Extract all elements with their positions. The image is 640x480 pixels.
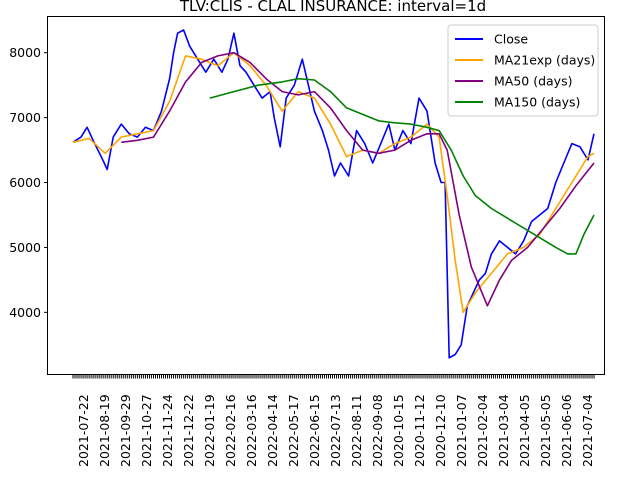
series-line-0: [72, 29, 595, 359]
series-line-3: [209, 77, 595, 255]
x-tick-label-12: 2022-07-13: [328, 394, 343, 467]
x-tick-label-14: 2022-09-08: [370, 394, 385, 467]
legend-label-2: MA50 (days): [494, 74, 572, 89]
x-tick-label-20: 2021-03-04: [496, 394, 511, 467]
x-tick-label-17: 2020-12-10: [433, 394, 448, 467]
y-tick-label-4: 8000: [9, 45, 41, 60]
chart-title: TLV:CLIS - CLAL INSURANCE: interval=1d: [179, 0, 486, 15]
x-tick-label-18: 2021-01-07: [454, 394, 469, 467]
x-tick-label-5: 2021-12-22: [181, 394, 196, 467]
x-tick-label-1: 2021-08-19: [97, 394, 112, 467]
legend: Close MA21exp (days) MA50 (days) MA150 (day…: [447, 24, 599, 117]
x-tick-label-11: 2022-06-15: [307, 394, 322, 467]
x-tick-label-22: 2021-05-05: [538, 394, 553, 467]
x-tick-label-24: 2021-07-04: [580, 394, 595, 467]
x-tick-label-3: 2021-10-27: [139, 394, 154, 467]
x-axis: 2021-07-22 2021-08-19 2021-09-29 2021-10-27…: [72, 374, 595, 467]
legend-label-0: Close: [494, 32, 528, 47]
x-tick-label-9: 2022-04-14: [265, 394, 280, 467]
series-layer: [72, 29, 595, 359]
y-axis: 4000 5000 6000 7000 8000: [9, 45, 48, 320]
series-line-2: [121, 51, 595, 307]
x-tick-label-13: 2022-08-11: [349, 394, 364, 467]
x-tick-label-10: 2022-05-17: [286, 394, 301, 467]
y-tick-label-2: 6000: [9, 175, 41, 190]
x-tick-label-21: 2021-04-05: [517, 394, 532, 467]
x-tick-label-15: 2020-10-15: [391, 394, 406, 467]
x-tick-label-4: 2021-11-24: [160, 394, 175, 467]
x-tick-marks: [72, 374, 595, 379]
x-tick-label-7: 2022-02-16: [223, 394, 238, 467]
y-tick-label-1: 5000: [9, 240, 41, 255]
legend-label-3: MA150 (days): [494, 95, 580, 110]
series-line-1: [72, 51, 595, 314]
x-tick-label-23: 2021-06-06: [559, 394, 574, 467]
x-tick-label-6: 2022-01-19: [202, 394, 217, 467]
x-tick-label-19: 2021-02-04: [475, 394, 490, 467]
x-tick-label-2: 2021-09-29: [118, 394, 133, 467]
x-tick-label-16: 2020-11-12: [412, 394, 427, 467]
legend-label-1: MA21exp (days): [494, 53, 595, 68]
legend-box: [447, 24, 599, 117]
x-tick-label-0: 2021-07-22: [76, 394, 91, 467]
y-tick-label-3: 7000: [9, 110, 41, 125]
y-tick-label-0: 4000: [9, 305, 41, 320]
x-tick-label-8: 2022-03-16: [244, 394, 259, 467]
